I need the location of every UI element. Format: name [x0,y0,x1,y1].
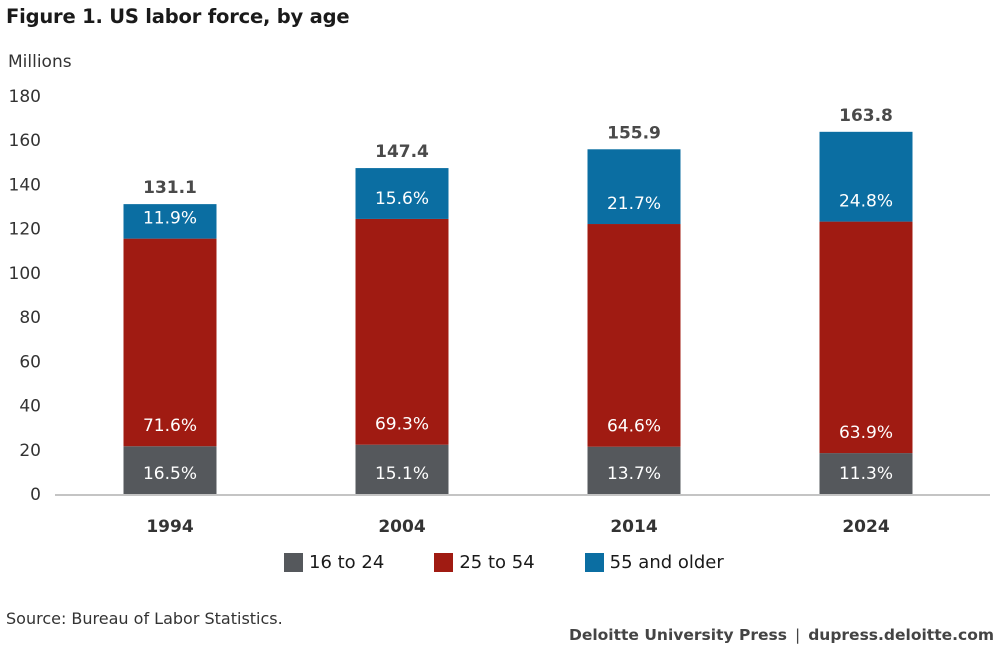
segment-label-16-to-24-1994: 16.5% [143,464,197,484]
source-note: Source: Bureau of Labor Statistics. [6,609,283,628]
x-tick-label-2024: 2024 [842,517,889,537]
bar-segment-55-and-older-2014 [587,149,681,225]
legend-swatch-55-and-older [584,553,604,572]
segment-label-55-and-older-2024: 24.8% [839,192,893,212]
bar-segment-25-to-54-2014 [587,224,681,447]
bar-segment-55-and-older-2024 [819,131,913,222]
y-tick-label-140: 140 [9,175,41,195]
credit-line: Deloitte University Press | dupress.deloit… [569,626,994,644]
bar-segment-25-to-54-2024 [819,221,913,454]
total-label-2014: 155.9 [607,123,661,143]
bar-segment-16-to-24-1994 [123,446,217,494]
y-tick-label-160: 160 [9,131,41,151]
segment-label-55-and-older-1994: 11.9% [143,209,197,229]
segment-label-25-to-54-1994: 71.6% [143,416,197,436]
chart-title: Figure 1. US labor force, by age [6,5,350,28]
credit-url: dupress.deloitte.com [808,626,994,644]
y-tick-label-0: 0 [30,485,41,505]
legend-item-25-to-54: 25 to 54 [434,552,535,573]
legend: 16 to 24 25 to 54 55 and older [284,552,724,573]
x-axis-labels: 1994 2004 2014 2024 [146,517,889,537]
stacked-bar-chart: 0 20 40 60 80 100 120 140 160 180 16.5% 71.6% 11.9%… [9,87,990,537]
legend-swatch-16-to-24 [284,553,303,572]
y-tick-label-100: 100 [9,264,41,284]
segment-label-25-to-54-2014: 64.6% [607,417,661,437]
y-tick-label-120: 120 [9,220,41,240]
segment-label-16-to-24-2004: 15.1% [375,464,429,484]
legend-label: 55 and older [609,552,724,573]
legend-item-55-and-older: 55 and older [584,552,724,573]
bar-segment-25-to-54-2004 [355,218,449,445]
bar-segment-16-to-24-2004 [355,444,449,494]
total-label-1994: 131.1 [143,178,197,198]
total-label-2004: 147.4 [375,142,429,162]
total-label-2024: 163.8 [839,106,893,126]
y-tick-label-40: 40 [19,397,41,417]
legend-label: 16 to 24 [309,552,385,573]
segment-label-55-and-older-2004: 15.6% [375,189,429,209]
bar-segment-16-to-24-2014 [587,446,681,494]
bar-segment-25-to-54-1994 [123,238,217,447]
legend-label: 25 to 54 [459,552,535,573]
legend-item-16-to-24: 16 to 24 [284,552,384,573]
credit-publisher: Deloitte University Press [568,626,787,644]
x-tick-label-1994: 1994 [146,517,193,537]
y-tick-label-60: 60 [19,352,41,372]
segment-label-16-to-24-2014: 13.7% [607,464,661,484]
bars: 16.5% 71.6% 11.9% 131.1 15.1% 69.3% 15.6% 147.4… [123,106,913,494]
x-tick-label-2014: 2014 [610,517,657,537]
y-axis-label: Millions [8,52,72,72]
legend-swatch-25-to-54 [434,553,454,572]
segment-label-55-and-older-2014: 21.7% [607,194,661,214]
segment-label-25-to-54-2004: 69.3% [375,415,429,435]
y-tick-label-80: 80 [19,308,41,328]
x-tick-label-2004: 2004 [378,517,425,537]
credit-separator: | [794,626,801,644]
bar-segment-55-and-older-1994 [123,204,217,239]
bar-segment-16-to-24-2024 [819,453,913,494]
segment-label-25-to-54-2024: 63.9% [839,423,893,443]
segment-label-16-to-24-2024: 11.3% [839,464,893,484]
y-tick-label-20: 20 [19,441,41,461]
bar-segment-55-and-older-2004 [355,168,449,219]
y-tick-label-180: 180 [9,87,41,107]
y-axis-ticks: 0 20 40 60 80 100 120 140 160 180 [9,87,41,505]
